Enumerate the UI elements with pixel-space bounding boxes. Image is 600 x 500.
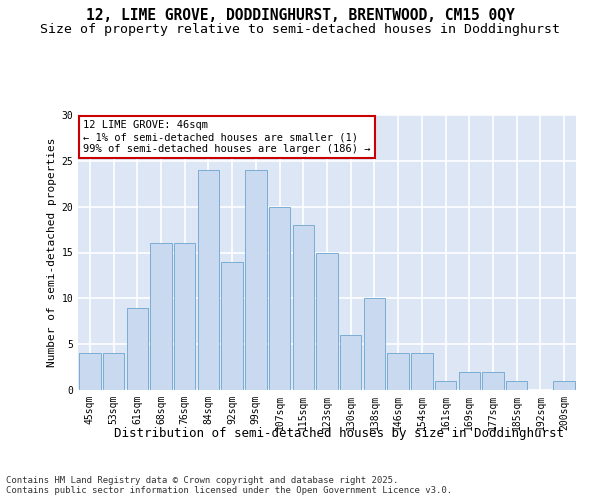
Text: Contains HM Land Registry data © Crown copyright and database right 2025.
Contai: Contains HM Land Registry data © Crown c…: [6, 476, 452, 495]
Bar: [269, 206, 290, 390]
Bar: [553, 381, 575, 390]
Bar: [293, 225, 314, 390]
Bar: [151, 244, 172, 390]
Bar: [482, 372, 503, 390]
Bar: [127, 308, 148, 390]
Y-axis label: Number of semi-detached properties: Number of semi-detached properties: [47, 138, 57, 367]
Bar: [174, 244, 196, 390]
Bar: [221, 262, 243, 390]
Text: 12, LIME GROVE, DODDINGHURST, BRENTWOOD, CM15 0QY: 12, LIME GROVE, DODDINGHURST, BRENTWOOD,…: [86, 8, 514, 22]
Text: 12 LIME GROVE: 46sqm
← 1% of semi-detached houses are smaller (1)
99% of semi-de: 12 LIME GROVE: 46sqm ← 1% of semi-detach…: [83, 120, 370, 154]
Bar: [103, 354, 124, 390]
Bar: [364, 298, 385, 390]
Text: Size of property relative to semi-detached houses in Doddinghurst: Size of property relative to semi-detach…: [40, 22, 560, 36]
Bar: [245, 170, 266, 390]
Bar: [411, 354, 433, 390]
Text: Distribution of semi-detached houses by size in Doddinghurst: Distribution of semi-detached houses by …: [114, 428, 564, 440]
Bar: [79, 354, 101, 390]
Bar: [458, 372, 480, 390]
Bar: [340, 335, 361, 390]
Bar: [316, 252, 338, 390]
Bar: [198, 170, 219, 390]
Bar: [435, 381, 456, 390]
Bar: [388, 354, 409, 390]
Bar: [506, 381, 527, 390]
